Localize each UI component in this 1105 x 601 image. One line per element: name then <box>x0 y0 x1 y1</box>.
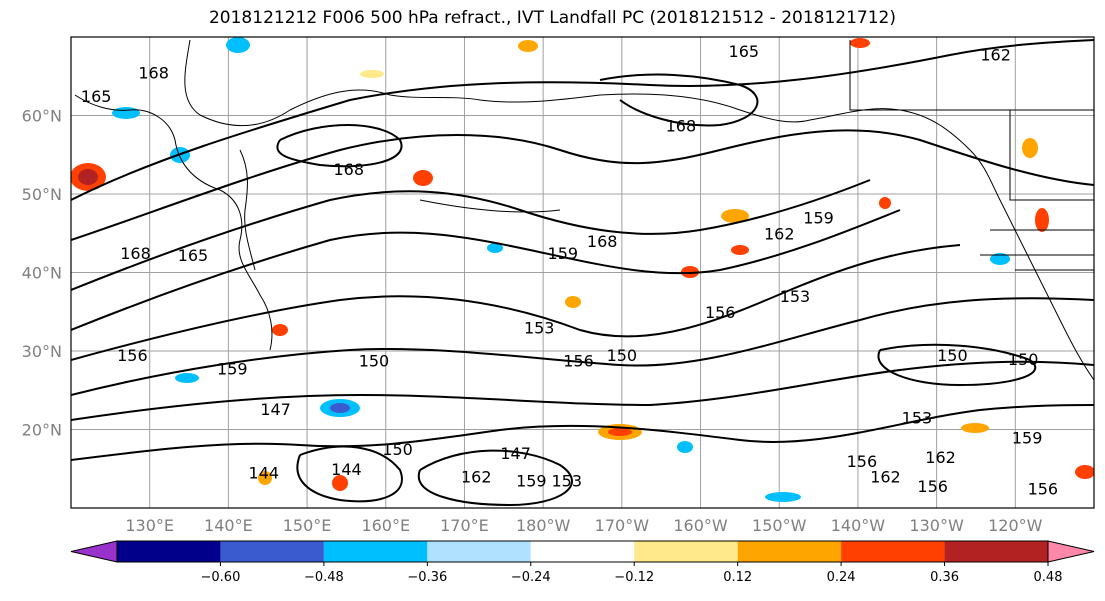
colorbar-outline <box>116 540 1049 563</box>
contour-label: 156 <box>917 477 948 496</box>
longitude-label: 130°E <box>125 516 174 535</box>
longitude-label: 150°E <box>283 516 332 535</box>
contour-label: 159 <box>548 244 579 263</box>
contour-label: 162 <box>870 468 901 487</box>
map-frame <box>70 36 1095 509</box>
refractivity-shading <box>71 37 1094 502</box>
coastlines <box>74 39 1094 381</box>
contour-label: 159 <box>217 359 248 378</box>
longitude-label: 180°W <box>516 516 571 535</box>
contour-label: 168 <box>138 63 169 82</box>
contour-label: 165 <box>729 42 760 61</box>
colorbar-tick-label: 0.24 <box>827 570 856 585</box>
latitude-label: 30°N <box>22 342 62 361</box>
height-contours <box>71 39 1094 507</box>
colorbar-tick-label: 0.36 <box>930 570 959 585</box>
colorbar-box <box>841 541 945 562</box>
colorbar-extend-low <box>70 540 118 563</box>
latitude-label: 60°N <box>22 107 62 126</box>
colorbar: −0.60 −0.48 −0.36 −0.24 −0.12 0.12 0.24 0.36 0.4… <box>70 540 1095 585</box>
longitude-label: 170°E <box>440 516 489 535</box>
contour-label: 150 <box>937 346 968 365</box>
map-title: 2018121212 F006 500 hPa refract., IVT La… <box>208 8 896 28</box>
contour-label: 162 <box>764 224 795 243</box>
latitude-labels: 60°N 50°N 40°N 30°N 20°N <box>22 107 62 440</box>
colorbar-tick-label: −0.36 <box>407 570 447 585</box>
contour-label: 162 <box>980 45 1011 64</box>
colorbar-tick-label: 0.12 <box>723 570 752 585</box>
contour-label: 144 <box>249 464 280 483</box>
contour-label: 147 <box>500 444 531 463</box>
colorbar-box <box>634 541 738 562</box>
colorbar-tick-label: −0.24 <box>511 570 551 585</box>
colorbar-box <box>323 541 428 562</box>
contour-label: 150 <box>382 440 413 459</box>
colorbar-box <box>117 541 221 562</box>
longitude-label: 170°W <box>595 516 650 535</box>
colorbar-box <box>220 541 324 562</box>
contour-label: 168 <box>334 160 365 179</box>
longitude-label: 120°W <box>988 516 1043 535</box>
contour-label: 144 <box>331 460 362 479</box>
contour-label: 159 <box>803 209 834 228</box>
longitude-labels: 130°E 140°E 150°E 160°E 170°E 180°W 170°W 160°W… <box>125 516 1042 535</box>
contour-label: 162 <box>925 448 956 467</box>
contour-label: 156 <box>847 452 878 471</box>
contour-label: 153 <box>780 287 811 306</box>
contour-label: 168 <box>587 232 618 251</box>
contour-label: 150 <box>359 351 390 370</box>
longitude-label: 160°E <box>361 516 410 535</box>
contour-label: 153 <box>902 409 933 428</box>
colorbar-tick-label: −0.12 <box>614 570 654 585</box>
colorbar-tick-label: −0.60 <box>201 570 241 585</box>
colorbar-extend-high <box>1047 540 1095 563</box>
contour-label: 156 <box>1028 479 1059 498</box>
contour-label: 159 <box>516 472 547 491</box>
longitude-label: 140°W <box>831 516 886 535</box>
colorbar-box <box>944 541 1048 562</box>
contour-label: 165 <box>178 246 209 265</box>
contour-label: 159 <box>1012 428 1043 447</box>
contour-label: 147 <box>260 400 291 419</box>
longitude-label: 150°W <box>752 516 807 535</box>
colorbar-box <box>737 541 842 562</box>
contour-label: 156 <box>563 351 594 370</box>
contour-label: 168 <box>666 117 697 136</box>
contour-label: 153 <box>524 318 555 337</box>
contour-label: 150 <box>607 346 638 365</box>
contour-label: 156 <box>117 346 148 365</box>
latitude-label: 50°N <box>22 185 62 204</box>
latitude-label: 40°N <box>22 264 62 283</box>
longitude-label: 130°W <box>909 516 964 535</box>
colorbar-tick-label: −0.48 <box>304 570 344 585</box>
colorbar-box <box>530 541 635 562</box>
longitude-label: 140°E <box>204 516 253 535</box>
contour-label: 153 <box>551 472 582 491</box>
contour-label: 156 <box>705 303 736 322</box>
latitude-label: 20°N <box>22 421 62 440</box>
colorbar-tick-label: 0.48 <box>1034 570 1063 585</box>
contour-label: 162 <box>461 468 492 487</box>
contour-label: 165 <box>81 87 112 106</box>
longitude-label: 160°W <box>673 516 728 535</box>
contour-label: 150 <box>1008 350 1039 369</box>
contour-label: 168 <box>120 244 151 263</box>
graticule <box>71 37 1094 508</box>
colorbar-box <box>427 541 531 562</box>
